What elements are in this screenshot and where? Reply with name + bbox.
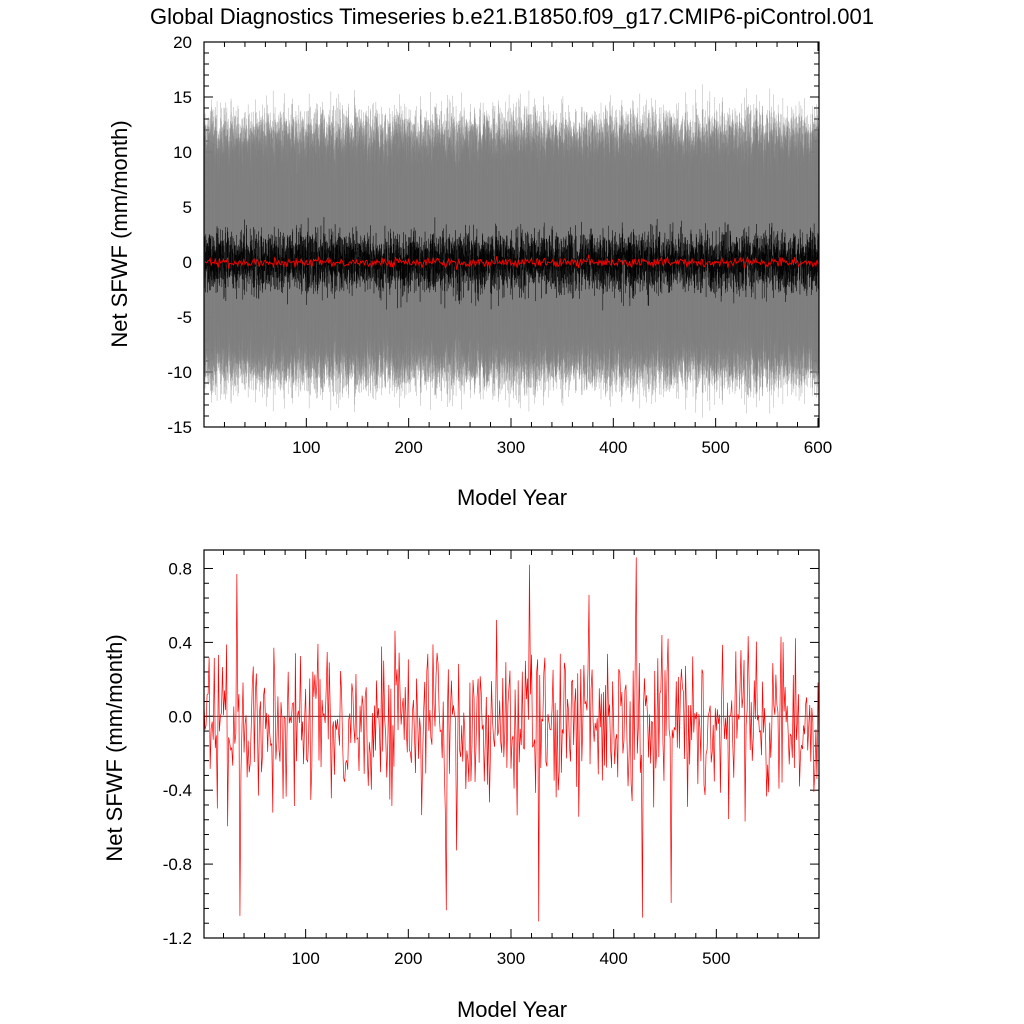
x-tick-label: 600 (804, 438, 832, 457)
y-tick-label: -1.2 (163, 929, 192, 948)
y-tick-label: 0.8 (168, 559, 192, 578)
y-tick-label: 5 (183, 198, 192, 217)
y-tick-label: 0.4 (168, 633, 192, 652)
y-tick-label: 0 (183, 253, 192, 272)
bottom-xlabel: Model Year (457, 997, 567, 1022)
bottom-ylabel: Net SFWF (mm/month) (102, 634, 127, 861)
annual-mean-series (204, 254, 819, 271)
x-tick-label: 300 (497, 949, 525, 968)
y-tick-label: -10 (167, 363, 192, 382)
top-xlabel: Model Year (457, 485, 567, 510)
bottom-panel: -1.2 -0.8 -0.4 0.0 0.4 0.8 100 200 300 400 500 Mod… (102, 549, 820, 1022)
bottom-panel-ticks: -1.2 -0.8 -0.4 0.0 0.4 0.8 100 200 300 400 500 (163, 550, 819, 968)
top-panel-frame (203, 41, 820, 428)
top-ylabel: Net SFWF (mm/month) (107, 120, 132, 347)
y-tick-label: -5 (177, 308, 192, 327)
top-panel: -15 -10 -5 0 5 10 15 20 100 200 300 400 500 600 Model… (107, 33, 832, 510)
bottom-panel-frame (203, 549, 820, 939)
chart-title: Global Diagnostics Timeseries b.e21.B185… (150, 4, 874, 29)
x-tick-label: 500 (701, 438, 729, 457)
monthly-series (203, 217, 820, 311)
y-tick-label: 20 (173, 33, 192, 52)
x-tick-label: 200 (394, 438, 422, 457)
y-tick-label: -0.8 (163, 855, 192, 874)
x-tick-label: 100 (292, 438, 320, 457)
bottom-panel-series (203, 557, 820, 922)
x-tick-label: 500 (702, 949, 730, 968)
x-tick-label: 200 (394, 949, 422, 968)
y-tick-label: 10 (173, 143, 192, 162)
x-tick-label: 100 (291, 949, 319, 968)
x-tick-label: 300 (497, 438, 525, 457)
annual-mean-series (203, 557, 820, 922)
x-tick-label: 400 (599, 438, 627, 457)
top-panel-series (203, 84, 820, 418)
x-tick-label: 400 (599, 949, 627, 968)
y-tick-label: 15 (173, 88, 192, 107)
y-tick-label: 0.0 (168, 707, 192, 726)
y-tick-label: -0.4 (163, 781, 192, 800)
y-tick-label: -15 (167, 418, 192, 437)
